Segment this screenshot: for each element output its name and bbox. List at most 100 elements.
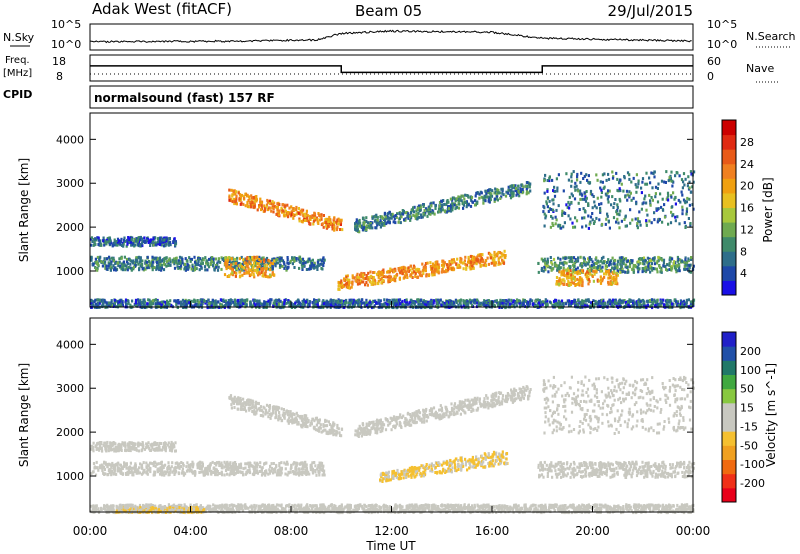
scatter-cell [685,200,688,204]
scatter-cell [408,301,411,305]
scatter-cell [241,304,244,308]
scatter-cell [568,265,571,269]
scatter-cell [326,224,330,228]
scatter-cell [577,270,580,274]
scatter-cell [648,259,652,262]
scatter-cell [300,263,303,267]
scatter-cell [677,303,680,307]
scatter-cell [475,191,478,195]
scatter-cell [478,254,481,258]
scatter-cell [583,259,586,263]
scatter-cell [635,190,638,194]
scatter-cell [98,259,101,263]
scatter-cell [632,176,635,180]
scatter-cell [117,301,120,305]
scatter-cell [561,278,564,282]
scatter-cell [173,266,177,270]
scatter-cell [445,263,448,267]
scatter-cell [622,299,625,303]
scatter-cell [365,277,368,280]
scatter-cell [616,203,619,207]
scatter-cell [612,268,616,272]
scatter-cell [686,260,689,264]
scatter-cell [313,298,316,302]
scatter-cell [197,260,200,264]
scatter-cell [229,298,232,302]
scatter-cell [370,306,374,310]
scatter-cell [679,306,682,310]
scatter-cell [580,262,583,266]
scatter-cell [169,303,173,307]
scatter-cell [298,219,301,223]
scatter-cell [388,299,391,303]
scatter-cell [92,303,95,307]
scatter-cell [610,276,613,280]
scatter-cell [588,256,591,260]
scatter-cell [561,213,564,217]
scatter-cell [190,257,193,261]
scatter-cell [174,240,177,244]
scatter-cell [464,262,467,266]
scatter-cell [251,201,254,204]
scatter-cell [453,301,456,305]
freq-label: Freq. [5,55,30,66]
scatter-cell [129,303,132,307]
scatter-cell [422,205,425,208]
scatter-cell [464,200,467,204]
scatter-cell [257,302,261,306]
scatter-cell [254,264,257,268]
scatter-cell [676,269,679,273]
scatter-cell [214,257,218,261]
scatter-cell [206,306,209,310]
scatter-cell [222,304,225,308]
scatter-cell [234,301,237,305]
scatter-cell [516,299,519,303]
scatter-cell [478,192,481,196]
scatter-cell [238,275,242,279]
scatter-cell [619,257,622,261]
scatter-cell [459,256,462,260]
scatter-cell [688,180,691,184]
scatter-cell [552,202,555,206]
scatter-cell [322,302,326,306]
scatter-cell [173,237,176,241]
scatter-cell [599,264,602,268]
scatter-cell [587,298,590,302]
scatter-cell [340,299,343,303]
scatter-cell [593,266,596,269]
scatter-cell [258,304,261,308]
scatter-cell [438,204,441,208]
scatter-cell [333,225,336,229]
scatter-cell [635,185,638,189]
scatter-cell [187,299,190,303]
scatter-cell [217,300,220,304]
scatter-cell [561,261,564,265]
scatter-cell [110,256,113,260]
scatter-cell [577,299,580,302]
scatter-cell [554,298,558,302]
scatter-cell [119,264,122,268]
scatter-cell [143,303,146,307]
scatter-cell [230,263,233,267]
scatter-cell [480,257,483,261]
scatter-cell [616,269,619,273]
scatter-cell [390,216,393,220]
scatter-cell [665,268,668,271]
scatter-cell [251,270,254,274]
scatter-cell [160,266,163,270]
scatter-cell [587,214,590,218]
scatter-cell [607,219,610,223]
scatter-cell [689,224,692,228]
scatter-cell [686,196,689,200]
scatter-cell [393,302,396,306]
scatter-cell [373,304,376,308]
scatter-cell [658,266,662,270]
scatter-cell [296,210,299,214]
scatter-cell [238,257,241,261]
scatter-cell [109,268,112,272]
scatter-cell [313,263,316,267]
scatter-cell [602,260,605,264]
scatter-cell [388,274,391,278]
scatter-cell [575,260,578,263]
scatter-cell [518,302,521,306]
